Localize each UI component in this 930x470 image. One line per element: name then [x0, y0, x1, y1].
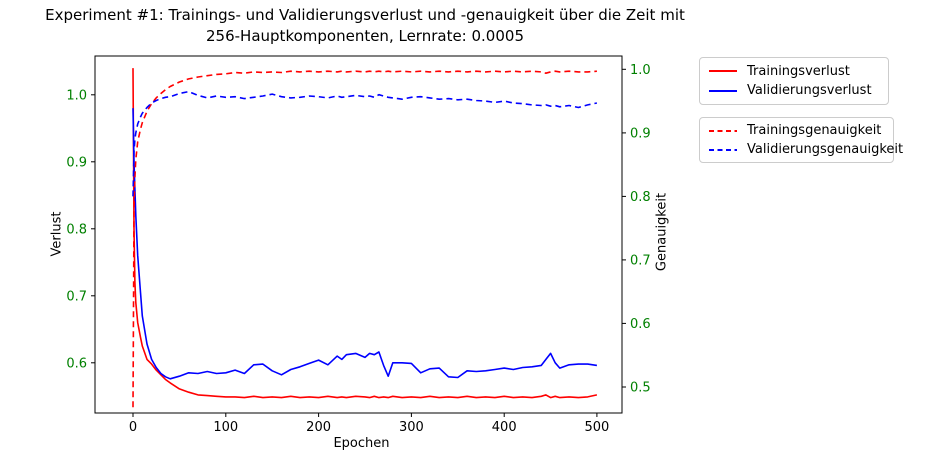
x-tick-label: 0: [129, 420, 137, 435]
legend-label: Validierungsgenauigkeit: [747, 142, 904, 157]
trainingsverlust-line: [132, 68, 598, 399]
y-right-tick-label: 1.0: [630, 63, 651, 78]
y-axis-label-left: Verlust: [49, 211, 65, 257]
validierungsverlust-line: [132, 108, 598, 380]
legend-line-sample-solid-blue: [708, 88, 738, 94]
legend-line-sample-dashed-blue: [708, 147, 738, 153]
y-right-tick-label: 0.6: [630, 317, 651, 332]
y-axis-label-right: Genauigkeit: [654, 192, 670, 272]
y-right-tick-label: 0.7: [630, 253, 651, 268]
x-axis-label: Epochen: [333, 436, 390, 451]
y-left-tick-label: 1.0: [66, 88, 87, 103]
trainingsgenauigkeit-line: [132, 70, 597, 408]
y-left-tick-label: 0.8: [66, 222, 87, 237]
legend-loss: Trainingsverlust Validierungsverlust: [699, 57, 889, 105]
y-left-tick-label: 0.6: [66, 356, 87, 371]
validierungsgenauigkeit-line: [132, 90, 598, 197]
legend-entry-trainingsgenauigkeit: Trainingsgenauigkeit: [708, 121, 885, 140]
y-left-tick-label: 0.9: [66, 155, 87, 170]
legend-label: Trainingsgenauigkeit: [747, 123, 882, 138]
y-right-tick-label: 0.5: [630, 381, 651, 396]
legend-label: Trainingsverlust: [747, 63, 850, 79]
legend-line-sample-dashed-red: [708, 128, 738, 134]
legend-label: Validierungsverlust: [747, 83, 872, 99]
legend-line-sample-solid-red: [708, 68, 738, 74]
axes-frame: [94, 55, 623, 414]
y-right-tick-label: 0.8: [630, 190, 651, 205]
legend-entry-validierungsgenauigkeit: Validierungsgenauigkeit: [708, 140, 903, 159]
x-tick-label: 500: [584, 420, 609, 435]
x-tick-label: 300: [399, 420, 424, 435]
legend-entry-trainingsverlust: Trainingsverlust: [708, 62, 880, 81]
x-tick-label: 200: [306, 420, 331, 435]
y-right-tick-label: 0.9: [630, 126, 651, 141]
y-left-tick-label: 0.7: [66, 289, 87, 304]
chart-title: Experiment #1: Trainings- und Validierun…: [45, 6, 685, 45]
legend-entry-validierungsverlust: Validierungsverlust: [708, 81, 880, 100]
x-tick-label: 100: [213, 420, 238, 435]
x-tick-label: 400: [492, 420, 517, 435]
legend-accuracy: Trainingsgenauigkeit Validierungsgenauig…: [699, 117, 903, 163]
